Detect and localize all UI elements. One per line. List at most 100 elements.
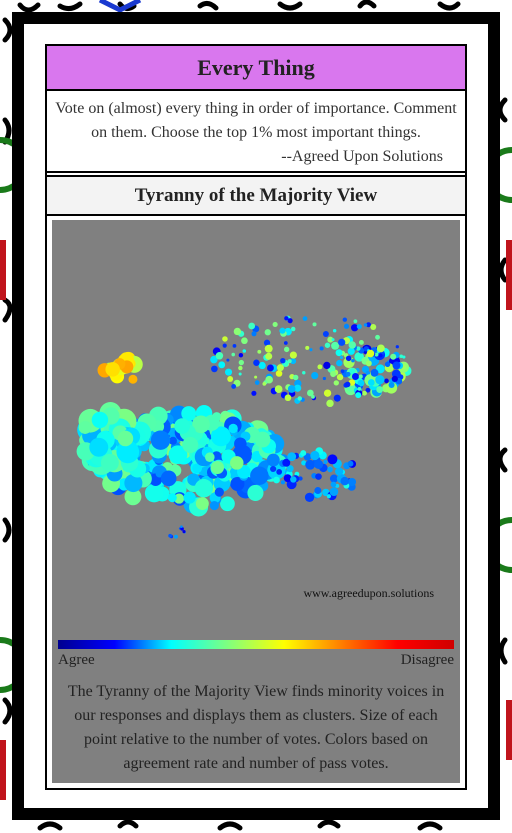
cluster-dot (363, 323, 368, 327)
cluster-dot (287, 359, 292, 364)
cluster-dot (311, 372, 319, 380)
cluster-dot (340, 476, 349, 486)
cluster-dot (265, 352, 273, 360)
cluster-dot (314, 487, 322, 495)
cluster-dot (301, 460, 307, 466)
cluster-dot (326, 399, 334, 408)
cluster-dot (192, 415, 210, 434)
cluster-dot (290, 326, 296, 332)
cluster-dot (210, 460, 225, 475)
cluster-dot (287, 452, 297, 462)
cluster-dot (384, 361, 391, 368)
cluster-dot (304, 492, 315, 503)
cluster-dot (357, 379, 365, 387)
cluster-dot (264, 329, 271, 336)
cluster-dot (238, 372, 242, 376)
cluster-dot (222, 343, 227, 348)
cluster-dot (276, 469, 283, 475)
cluster-dot (365, 360, 372, 367)
cluster-dot (238, 365, 243, 371)
cluster-dot (182, 436, 199, 453)
cluster-dot (194, 479, 214, 498)
cluster-dot (215, 352, 224, 360)
cluster-dot (292, 374, 299, 381)
cluster-dot (253, 359, 260, 366)
cluster-dot (335, 349, 343, 357)
cluster-dot (370, 368, 379, 377)
cluster-dot (160, 470, 177, 487)
cluster-dot (124, 488, 142, 506)
cluster-dot (238, 359, 245, 366)
cluster-dot (222, 336, 228, 342)
cluster-dot (323, 389, 332, 397)
cluster-dot (391, 375, 398, 383)
cluster-dot (204, 452, 215, 462)
cluster-dot (226, 358, 230, 362)
cluster-dot (354, 352, 364, 362)
cluster-dot (187, 473, 200, 486)
cluster-dot (322, 331, 329, 338)
cluster-dot (247, 484, 264, 502)
cluster-dot (347, 347, 355, 355)
cluster-dot (306, 389, 314, 397)
cluster-dot (309, 348, 313, 352)
cluster-dot (388, 381, 395, 388)
cluster-dot (192, 463, 203, 474)
cluster-dot (323, 459, 328, 464)
header-title: Every Thing (47, 46, 465, 91)
cluster-dot (327, 336, 334, 343)
cluster-dot (315, 473, 322, 480)
cluster-dot (234, 437, 247, 450)
cluster-dot (274, 385, 283, 393)
cluster-dot (345, 355, 352, 362)
cluster-dot (348, 341, 356, 349)
cluster-dot (283, 341, 288, 345)
cluster-dot (284, 316, 289, 321)
cluster-dot (384, 378, 389, 384)
cluster-dot (367, 379, 375, 386)
cluster-dot (275, 370, 283, 377)
cluster-dot (293, 384, 302, 392)
cluster-dot (231, 384, 237, 389)
cluster-dot (290, 476, 297, 483)
cluster-dot (273, 476, 280, 484)
visualization: www.agreedupon.solutions Agree Disagree … (52, 220, 460, 783)
cluster-dot (322, 376, 326, 381)
cluster-dot (350, 324, 359, 332)
cluster-dot (182, 530, 186, 534)
cluster-dot (210, 426, 231, 447)
cluster-dot (89, 437, 109, 457)
cluster-dot (251, 390, 257, 396)
cluster-dot (302, 371, 306, 375)
cluster-dot (333, 380, 339, 386)
cluster-dot (392, 361, 401, 370)
cluster-dot (220, 496, 235, 512)
cluster-dot (395, 345, 399, 349)
cluster-dot (180, 525, 183, 529)
cluster-dot (209, 500, 219, 511)
cluster-dot (117, 430, 134, 447)
cluster-dot (289, 351, 297, 359)
cluster-dot (263, 339, 271, 346)
cluster-dot (91, 411, 109, 429)
cluster-dot (124, 473, 143, 493)
cluster-dot (286, 465, 294, 473)
cluster-dot (231, 352, 236, 357)
description: Vote on (almost) every thing in order of… (55, 100, 457, 141)
cluster-dot (262, 381, 267, 386)
cluster-dot (312, 322, 317, 327)
scale-low-label: Agree (58, 652, 95, 668)
cluster-dot (264, 344, 273, 353)
cluster-dot (267, 364, 274, 372)
cluster-dot (340, 369, 345, 374)
cluster-dot (336, 373, 344, 381)
cluster-plot (76, 315, 412, 539)
cluster-dot (349, 368, 356, 375)
cluster-dot (280, 480, 285, 485)
cluster-dot (351, 359, 355, 363)
cluster-dot (283, 346, 290, 353)
cluster-dot (224, 368, 233, 376)
cluster-dot (258, 361, 266, 370)
cluster-dot (266, 453, 280, 467)
